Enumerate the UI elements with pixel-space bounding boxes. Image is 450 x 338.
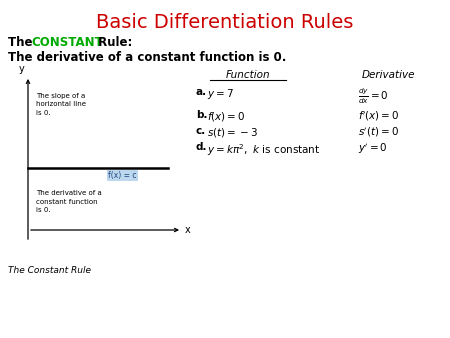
Text: The derivative of a constant function is 0.: The derivative of a constant function is… [8,51,286,64]
Text: Basic Differentiation Rules: Basic Differentiation Rules [96,13,354,32]
Text: Function: Function [226,70,270,80]
Text: $f'(x) = 0$: $f'(x) = 0$ [358,110,400,123]
Text: The: The [8,36,36,49]
Text: Derivative: Derivative [361,70,415,80]
Text: $y = k\pi^2,\ k\ \mathrm{is\ constant}$: $y = k\pi^2,\ k\ \mathrm{is\ constant}$ [207,142,320,158]
Text: The Constant Rule: The Constant Rule [8,266,91,275]
Text: $s'(t) = 0$: $s'(t) = 0$ [358,126,399,139]
Text: The derivative of a
constant function
is 0.: The derivative of a constant function is… [36,190,102,213]
Text: $\frac{dy}{dx} = 0$: $\frac{dy}{dx} = 0$ [358,86,389,106]
Text: Rule:: Rule: [94,36,132,49]
Text: c.: c. [196,126,206,136]
Text: b.: b. [196,110,207,120]
Text: d.: d. [196,142,207,152]
Text: $f(x) = 0$: $f(x) = 0$ [207,110,246,123]
Text: f(x) = c: f(x) = c [108,171,136,180]
Text: $y = 7$: $y = 7$ [207,87,234,101]
Text: y: y [18,64,24,74]
Text: a.: a. [196,87,207,97]
Text: $y' = 0$: $y' = 0$ [358,142,388,156]
Text: CONSTANT: CONSTANT [31,36,103,49]
Text: $s(t) = -3$: $s(t) = -3$ [207,126,258,139]
Text: The slope of a
horizontal line
is 0.: The slope of a horizontal line is 0. [36,93,86,116]
Text: x: x [185,225,191,235]
